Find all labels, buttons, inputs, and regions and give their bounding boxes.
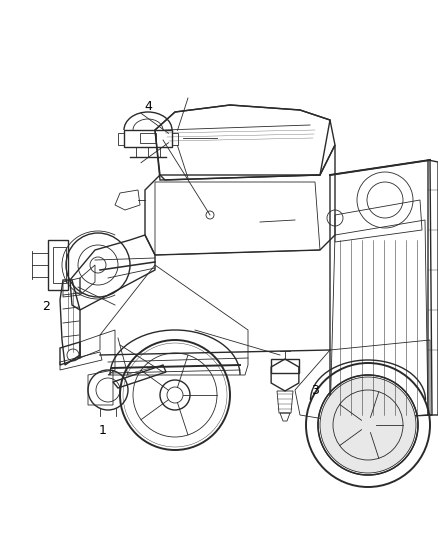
- Text: 1: 1: [99, 424, 107, 437]
- Text: 3: 3: [311, 384, 319, 397]
- Text: 4: 4: [144, 101, 152, 114]
- Text: 2: 2: [42, 301, 50, 313]
- Circle shape: [320, 377, 416, 473]
